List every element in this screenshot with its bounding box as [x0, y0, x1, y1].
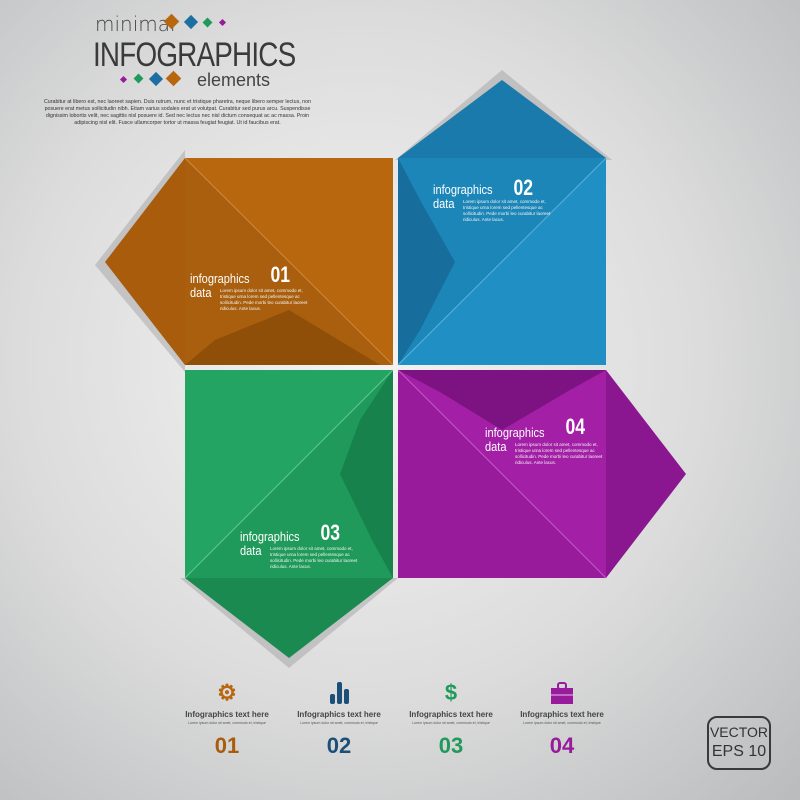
feature-title: Infographics text here [185, 710, 269, 719]
page-title: INFOGRAPHICS [93, 36, 296, 74]
box-text-01: infographics data 01 Lorem ipsum dolor s… [190, 262, 307, 311]
feature-number: 03 [438, 733, 464, 758]
feature-title: Infographics text here [409, 710, 493, 719]
badge-line-1: VECTOR [709, 724, 769, 740]
box-description: Lorem ipsum dolor sit amet, commodo et, … [270, 546, 358, 569]
envelope-03 [184, 369, 394, 658]
intro-text: Curabitur at libero est, nec laoreet sap… [43, 99, 312, 126]
feature-number: 02 [326, 733, 352, 758]
box-label: data [433, 196, 455, 211]
box-number: 03 [320, 520, 341, 545]
box-description: Lorem ipsum dolor sit amet, commodo et, … [515, 442, 603, 465]
feature-subtitle: Lorem ipsum dolor sit amet, commodo et, … [523, 721, 601, 725]
box-label: data [485, 439, 507, 454]
badge-line-2: EPS 10 [711, 743, 767, 760]
box-label: data [240, 543, 262, 558]
feature-title: Infographics text here [520, 710, 604, 719]
dollar-icon: $ [444, 680, 458, 705]
box-label: infographics [433, 182, 493, 197]
feature-03: $ Infographics text here Lorem ipsum dol… [391, 680, 511, 759]
feature-subtitle: Lorem ipsum dolor sit amet, commodo et, … [188, 721, 266, 725]
box-number: 01 [270, 262, 291, 287]
box-text-02: infographics data 02 Lorem ipsum dolor s… [433, 175, 550, 222]
vector-eps-badge: VECTOR EPS 10 [707, 716, 771, 770]
box-number: 02 [513, 175, 534, 200]
box-description: Lorem ipsum dolor sit amet, commodo et, … [463, 199, 551, 222]
feature-subtitle: Lorem ipsum dolor sit amet, commodo et, … [300, 721, 378, 725]
gear-icon: ⚙ [217, 680, 237, 705]
title-elements: elements [197, 70, 271, 90]
box-label: infographics [240, 529, 300, 544]
box-label: infographics [485, 425, 545, 440]
envelope-02 [397, 80, 607, 366]
box-label: infographics [190, 271, 250, 286]
title-minimal: minimal [95, 12, 176, 36]
feature-01: ⚙ Infographics text here Lorem ipsum dol… [167, 680, 287, 759]
briefcase-icon [502, 680, 622, 706]
envelope-04 [397, 369, 686, 579]
feature-02: Infographics text here Lorem ipsum dolor… [279, 680, 399, 759]
envelope-01 [105, 157, 394, 366]
feature-subtitle: Lorem ipsum dolor sit amet, commodo et, … [412, 721, 490, 725]
feature-number: 01 [214, 733, 240, 758]
box-number: 04 [565, 414, 586, 439]
box-text-03: infographics data 03 Lorem ipsum dolor s… [240, 520, 357, 569]
box-text-04: infographics data 04 Lorem ipsum dolor s… [485, 414, 602, 465]
bar-chart-icon [279, 680, 399, 706]
box-description: Lorem ipsum dolor sit amet, commodo et, … [220, 288, 308, 311]
box-label: data [190, 285, 212, 300]
feature-number: 04 [549, 733, 575, 758]
feature-title: Infographics text here [297, 710, 381, 719]
feature-04: Infographics text here Lorem ipsum dolor… [502, 680, 622, 759]
